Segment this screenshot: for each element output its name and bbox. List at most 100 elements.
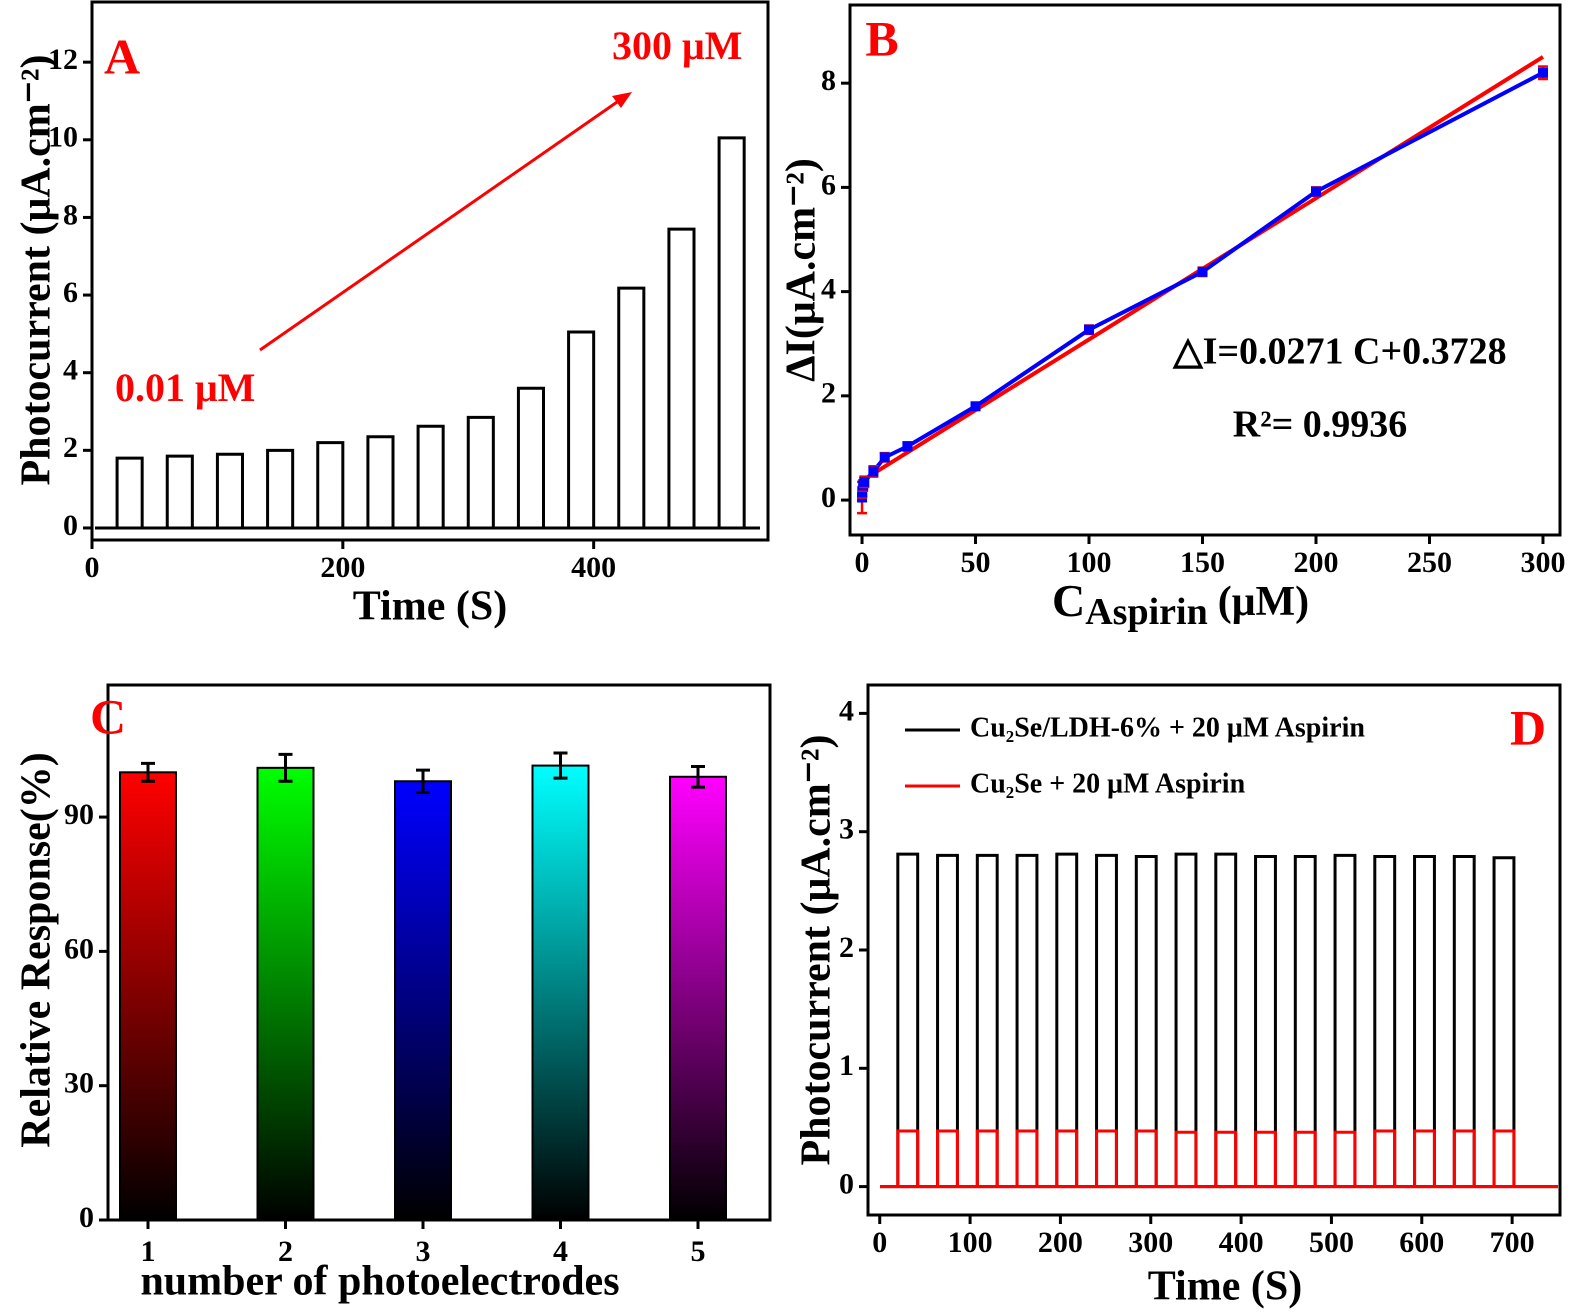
legend-label: Cu₂Se/LDH-6% + 20 μM Aspirin [970,712,1365,743]
x-axis-title-part: (μM) [1218,579,1309,625]
y-tick-label: 0 [821,481,836,514]
marker [1197,266,1208,277]
y-tick-label: 6 [821,168,836,201]
error-bar [691,764,705,789]
panel-label: B [865,10,898,66]
marker [879,452,890,463]
pulse [896,852,920,1187]
pulse [1254,855,1277,1187]
marker [857,487,868,498]
x-tick-label: 200 [1293,546,1338,579]
error-bar [416,768,430,794]
y-tick-label: 4 [63,354,78,387]
pulse [1015,1129,1039,1187]
y-axis-title: ΔI(μA.cm⁻²) [779,158,825,382]
x-tick-label: 100 [1067,546,1112,579]
y-tick-label: 1 [839,1049,854,1082]
x-axis-title: Time (S) [353,584,507,630]
pulse [1174,852,1198,1187]
x-tick-label: 300 [1520,546,1565,579]
x-tick-label: 0 [855,546,870,579]
pulse [165,454,194,528]
bar [119,771,177,1221]
pulse [1293,855,1317,1187]
pulse [1134,855,1158,1187]
marker [902,441,913,452]
pulse [1373,855,1397,1187]
x-tick-label: 3 [416,1235,431,1268]
panel-label: D [1510,699,1546,755]
y-tick-label: 0 [63,509,78,542]
y-tick-label: 0 [79,1201,94,1234]
annotation: △I=0.0271 C+0.3728 [1172,331,1506,373]
x-tick-label: 400 [571,551,616,584]
y-tick-label: 90 [64,798,94,831]
y-tick-label: 4 [821,273,836,306]
y-tick-label: 2 [63,431,78,464]
marker [1084,324,1095,335]
y-tick-label: 8 [821,64,836,97]
plot-frame [848,3,1562,537]
error-bar [553,751,568,780]
pulse [1134,1129,1158,1187]
pulse [1492,856,1516,1187]
x-axis-title: Time (S) [1148,1264,1302,1310]
x-tick-label: 150 [1180,546,1225,579]
marker [868,466,879,477]
pulse [896,1129,920,1187]
arrow-head [612,92,632,108]
x-tick-label: 250 [1407,546,1452,579]
x-axis-title: CAspirin (μM) [1052,575,1309,633]
marker [970,401,981,412]
plot-frame [90,0,770,542]
y-tick-label: 8 [63,198,78,231]
bar [669,775,727,1222]
pulse [416,424,445,528]
legend-label: Cu₂Se + 20 μM Aspirin [970,768,1246,799]
panel-label: C [90,688,126,744]
x-tick-label: 200 [1038,1226,1083,1259]
pulse [975,1129,999,1187]
pulse [936,853,959,1187]
pulse [1174,1130,1198,1187]
x-axis-title-sub: Aspirin [1085,591,1207,633]
y-axis-title: Relative Response(%) [14,752,60,1147]
pulse [1413,1129,1436,1187]
plot-frame [106,683,772,1222]
pulse [1055,1129,1079,1187]
pulse [215,452,245,528]
pulse [1214,1130,1238,1187]
x-tick-label: 0 [85,551,100,584]
pulse [717,136,746,528]
y-tick-label: 2 [821,377,836,410]
pulse [1055,852,1079,1187]
x-tick-label: 200 [320,551,365,584]
pulse [1413,855,1436,1187]
pulse [667,227,696,528]
pulse [1492,1129,1516,1187]
x-axis-title: number of photoelectrodes [140,1259,619,1305]
pulse [1452,855,1476,1187]
pulse [1293,1130,1317,1187]
marker [1537,67,1548,78]
bar [256,766,315,1221]
y-tick-label: 4 [839,694,854,727]
x-tick-label: 100 [948,1226,993,1259]
pulse [115,456,144,528]
error-bar [278,752,293,783]
pulse [366,435,395,528]
y-tick-label: 10 [48,121,78,154]
pulse [1254,1130,1277,1187]
pulse [466,415,495,528]
data-line [860,70,1544,498]
pulse [266,448,295,528]
x-tick-label: 2 [278,1235,293,1268]
y-tick-label: 6 [63,276,78,309]
marker [859,476,870,487]
x-tick-label: 0 [872,1226,887,1259]
error-bar [141,761,155,783]
y-axis-title: Photocurrent (μA.cm⁻²) [794,734,840,1165]
pulse [1373,1129,1397,1187]
y-tick-label: 30 [64,1067,94,1100]
